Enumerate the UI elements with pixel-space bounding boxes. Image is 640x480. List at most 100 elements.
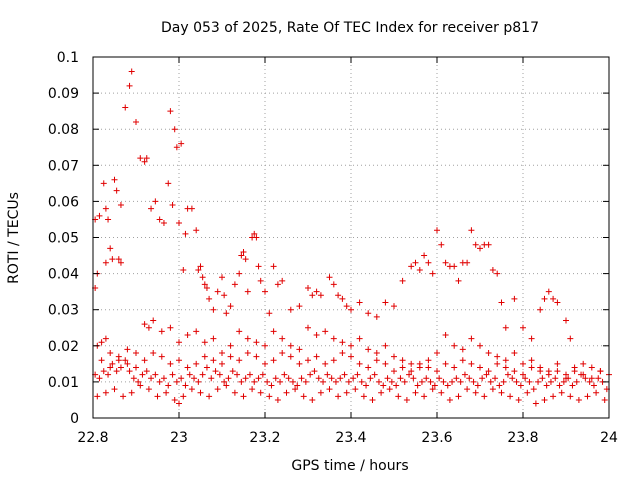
data-point-plus bbox=[535, 378, 542, 385]
data-point-plus bbox=[543, 382, 550, 389]
data-point-plus bbox=[296, 303, 303, 310]
data-point-plus bbox=[322, 360, 329, 367]
data-point-plus bbox=[107, 350, 114, 357]
data-point-plus bbox=[382, 360, 389, 367]
data-point-plus bbox=[242, 256, 249, 263]
data-point-plus bbox=[438, 389, 445, 396]
data-point-plus bbox=[214, 386, 221, 393]
data-point-plus bbox=[444, 382, 451, 389]
y-axis-label: ROTI / TECUs bbox=[6, 192, 22, 284]
data-point-plus bbox=[115, 256, 122, 263]
data-point-plus bbox=[231, 281, 238, 288]
data-point-plus bbox=[173, 144, 180, 151]
data-point-plus bbox=[313, 288, 320, 295]
y-tick-label: 0.08 bbox=[48, 122, 79, 138]
data-point-plus bbox=[206, 295, 213, 302]
data-point-plus bbox=[264, 378, 271, 385]
data-point-plus bbox=[214, 288, 221, 295]
data-point-plus bbox=[472, 389, 479, 396]
data-point-plus bbox=[513, 378, 520, 385]
data-point-plus bbox=[352, 386, 359, 393]
data-point-plus bbox=[244, 288, 251, 295]
data-point-plus bbox=[481, 393, 488, 400]
data-point-plus bbox=[105, 216, 112, 223]
data-point-plus bbox=[171, 396, 178, 403]
data-point-plus bbox=[167, 108, 174, 115]
data-point-plus bbox=[249, 386, 256, 393]
data-point-plus bbox=[474, 382, 481, 389]
data-point-plus bbox=[492, 375, 499, 382]
data-point-plus bbox=[176, 400, 182, 407]
data-point-plus bbox=[287, 306, 294, 313]
data-point-plus bbox=[262, 288, 268, 295]
data-point-plus bbox=[102, 205, 109, 212]
data-point-plus bbox=[438, 241, 445, 248]
data-point-plus bbox=[139, 371, 146, 378]
data-point-plus bbox=[272, 375, 279, 382]
data-point-plus bbox=[563, 375, 569, 382]
data-point-plus bbox=[188, 205, 195, 212]
data-point-plus bbox=[509, 375, 516, 382]
data-point-plus bbox=[262, 342, 268, 349]
data-point-plus bbox=[102, 259, 109, 266]
data-point-plus bbox=[296, 360, 303, 367]
data-point-plus bbox=[178, 140, 185, 147]
data-point-plus bbox=[502, 364, 509, 371]
data-point-plus bbox=[300, 393, 307, 400]
data-point-plus bbox=[451, 342, 458, 349]
data-point-plus bbox=[201, 281, 208, 288]
data-point-plus bbox=[388, 378, 395, 385]
data-point-plus bbox=[163, 389, 170, 396]
data-point-plus bbox=[412, 259, 419, 266]
data-point-plus bbox=[184, 364, 191, 371]
data-point-plus bbox=[391, 353, 397, 360]
data-point-plus bbox=[373, 357, 380, 364]
data-point-plus bbox=[360, 393, 367, 400]
data-point-plus bbox=[375, 378, 382, 385]
data-point-plus bbox=[274, 281, 281, 288]
data-point-plus bbox=[287, 342, 294, 349]
data-point-plus bbox=[283, 389, 290, 396]
data-point-plus bbox=[335, 292, 342, 299]
data-point-plus bbox=[395, 393, 402, 400]
data-point-plus bbox=[302, 378, 309, 385]
data-point-plus bbox=[313, 353, 320, 360]
data-point-plus bbox=[459, 346, 466, 353]
data-point-plus bbox=[451, 263, 458, 270]
data-point-plus bbox=[221, 378, 228, 385]
data-point-plus bbox=[386, 386, 393, 393]
data-point-plus bbox=[137, 155, 144, 162]
data-point-plus bbox=[515, 396, 522, 403]
data-point-plus bbox=[111, 176, 118, 183]
x-axis-ticks: 22.8 23 23.2 23.4 23.6 23.8 24 bbox=[77, 57, 618, 446]
data-point-plus bbox=[472, 241, 479, 248]
data-point-plus bbox=[160, 375, 167, 382]
data-point-plus bbox=[384, 375, 391, 382]
chart-title: Day 053 of 2025, Rate Of TEC Index for r… bbox=[161, 20, 539, 36]
data-point-plus bbox=[117, 202, 124, 209]
data-point-plus bbox=[326, 386, 333, 393]
data-point-plus bbox=[498, 299, 505, 306]
data-point-plus bbox=[150, 317, 157, 324]
data-point-plus bbox=[470, 378, 477, 385]
data-point-plus bbox=[148, 205, 155, 212]
data-point-plus bbox=[403, 396, 410, 403]
data-point-plus bbox=[152, 198, 159, 205]
data-point-plus bbox=[554, 299, 561, 306]
data-point-plus bbox=[459, 357, 466, 364]
data-point-plus bbox=[487, 378, 494, 385]
data-point-plus bbox=[130, 375, 137, 382]
data-point-plus bbox=[311, 368, 318, 375]
data-point-plus bbox=[268, 382, 275, 389]
data-point-plus bbox=[236, 328, 243, 335]
data-point-plus bbox=[520, 360, 526, 367]
data-point-plus bbox=[160, 220, 167, 227]
data-point-plus bbox=[496, 382, 503, 389]
data-point-plus bbox=[279, 335, 286, 342]
data-point-plus bbox=[391, 368, 397, 375]
data-point-plus bbox=[408, 368, 415, 375]
data-point-plus bbox=[520, 324, 526, 331]
data-point-plus bbox=[133, 350, 139, 357]
data-point-plus bbox=[425, 364, 432, 371]
